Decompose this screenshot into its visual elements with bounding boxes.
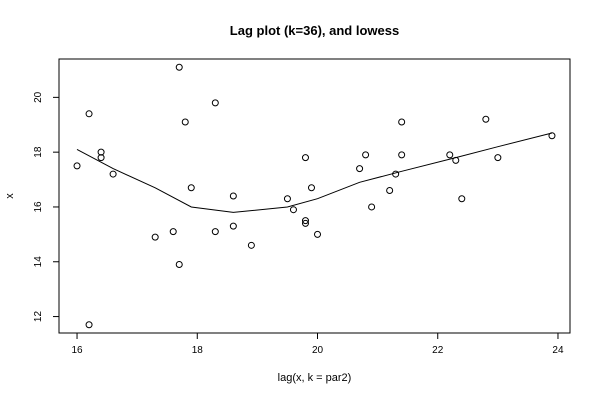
data-point xyxy=(289,206,297,214)
data-point xyxy=(175,63,183,71)
y-tick-label: 16 xyxy=(33,201,44,213)
data-point xyxy=(151,233,159,241)
y-tick-label: 20 xyxy=(33,91,44,103)
x-axis-label: lag(x, k = par2) xyxy=(278,372,352,384)
plot-frame xyxy=(58,58,571,334)
data-point xyxy=(283,195,291,203)
lowess-line xyxy=(76,132,553,213)
data-point xyxy=(211,228,219,236)
data-point xyxy=(85,321,93,329)
data-point xyxy=(229,192,237,200)
data-point xyxy=(356,165,364,173)
data-point xyxy=(548,132,556,140)
data-point xyxy=(175,261,183,268)
data-point xyxy=(392,170,400,178)
data-point xyxy=(452,156,460,164)
data-point xyxy=(386,187,394,195)
data-point xyxy=(398,151,406,159)
y-tick-label: 18 xyxy=(33,146,44,158)
data-point xyxy=(398,118,406,126)
x-tick-label: 18 xyxy=(192,345,204,356)
plot-area xyxy=(58,58,571,334)
data-point xyxy=(169,228,177,236)
chart-title: Lag plot (k=36), and lowess xyxy=(230,23,399,38)
x-tick-label: 20 xyxy=(312,345,324,356)
data-point xyxy=(314,230,322,238)
data-point xyxy=(301,217,309,225)
y-tick-label: 12 xyxy=(33,311,44,323)
data-point xyxy=(446,151,454,159)
data-point xyxy=(109,170,117,178)
data-point xyxy=(73,162,81,170)
data-point xyxy=(494,154,502,162)
data-point xyxy=(211,99,219,107)
data-point xyxy=(187,184,195,192)
data-point xyxy=(247,241,255,249)
x-axis: 16 18 20 22 24 xyxy=(71,332,564,356)
data-point xyxy=(362,151,370,159)
data-point xyxy=(229,222,237,230)
data-point xyxy=(368,203,376,211)
data-point xyxy=(307,184,315,192)
y-axis: 12 14 16 18 20 xyxy=(33,91,60,323)
x-tick-label: 22 xyxy=(432,345,444,356)
x-tick-label: 24 xyxy=(552,345,564,356)
data-point xyxy=(482,115,490,123)
data-point xyxy=(97,148,105,156)
y-tick-label: 14 xyxy=(33,256,44,268)
data-point xyxy=(97,154,105,162)
data-point xyxy=(301,154,309,162)
data-point xyxy=(458,195,466,203)
data-point xyxy=(181,118,189,126)
y-axis-label: x xyxy=(4,193,16,199)
data-point xyxy=(85,110,93,118)
x-tick-label: 16 xyxy=(71,345,83,356)
data-point xyxy=(301,219,309,227)
